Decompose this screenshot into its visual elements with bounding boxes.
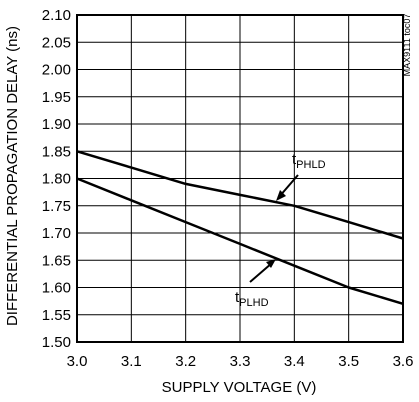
annotation-tplhd-label: tPLHD	[235, 289, 269, 309]
plot-frame	[76, 14, 404, 343]
y-tick-label: 1.65	[42, 252, 71, 269]
y-tick-label: 2.00	[42, 62, 71, 79]
annotation-tplhd: tPLHD	[235, 259, 276, 309]
series-line-tphld	[76, 150, 404, 240]
annotation-tphld-label: tPHLD	[292, 151, 326, 171]
y-tick-label: 1.90	[42, 116, 71, 133]
x-tick-label: 3.4	[284, 353, 305, 370]
y-tick-label: 2.05	[42, 34, 71, 51]
figure-code: MAX9111 toc07	[402, 14, 412, 77]
x-tick-label: 3.5	[338, 353, 359, 370]
x-tick-label: 3.1	[121, 353, 142, 370]
y-tick-label: 1.75	[42, 198, 71, 215]
series-line-tplhd	[76, 177, 404, 305]
y-tick-label: 1.85	[42, 143, 71, 160]
tick-labels: 3.0 3.1 3.2 3.3 3.4 3.5 3.6 1.50 1.55 1.60 1.65 1.7…	[42, 7, 414, 370]
x-tick-label: 3.3	[230, 353, 251, 370]
y-tick-label: 1.55	[42, 307, 71, 324]
x-axis-title: SUPPLY VOLTAGE (V)	[162, 379, 317, 396]
annotation-tphld-arrowhead	[276, 190, 286, 201]
y-tick-label: 2.10	[42, 7, 71, 24]
x-tick-label: 3.2	[175, 353, 196, 370]
y-tick-label: 1.70	[42, 225, 71, 242]
y-tick-label: 1.50	[42, 334, 71, 351]
y-tick-label: 1.80	[42, 171, 71, 188]
annotation-tplhd-arrowhead	[266, 259, 276, 268]
y-tick-label: 1.60	[42, 280, 71, 297]
x-tick-label: 3.0	[67, 353, 88, 370]
y-axis-title: DIFFERENTIAL PROPAGATION DELAY (ns)	[4, 26, 21, 326]
annotation-tphld: tPHLD	[276, 151, 326, 201]
x-tick-label: 3.6	[393, 353, 414, 370]
grid	[77, 15, 403, 342]
annotation-tplhd-arrow-line	[249, 262, 273, 283]
y-tick-label: 1.95	[42, 89, 71, 106]
series-lines	[76, 150, 404, 305]
